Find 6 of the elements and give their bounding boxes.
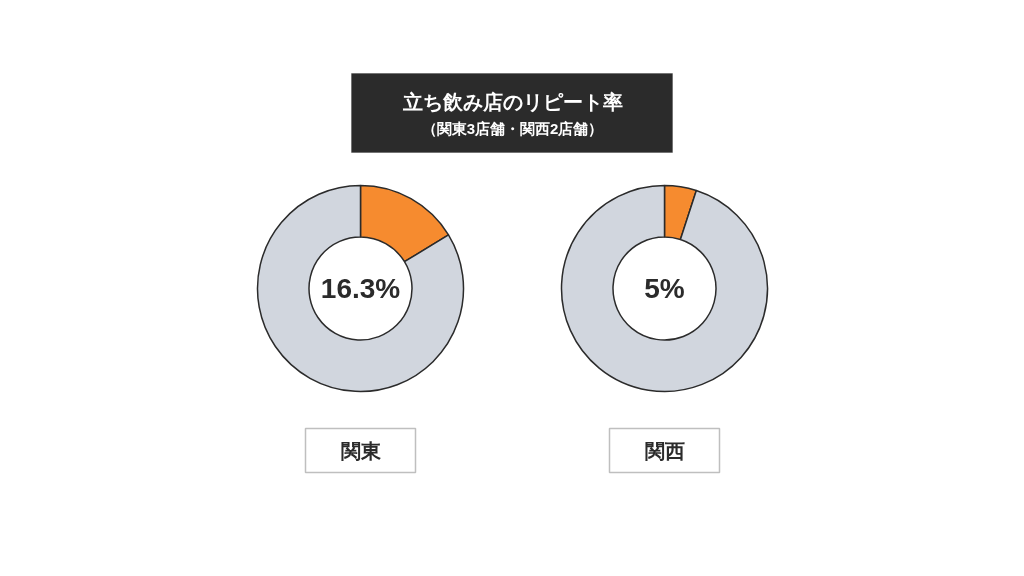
text: 立ち飲み店のリピート率: [401, 90, 623, 113]
data-label: 5%: [644, 273, 685, 304]
text: （関東3店舗・関西2店舗）: [421, 120, 604, 137]
data-label: 16.3%: [320, 273, 401, 304]
text: 関東: [340, 439, 381, 462]
text: 関西: [644, 439, 685, 462]
